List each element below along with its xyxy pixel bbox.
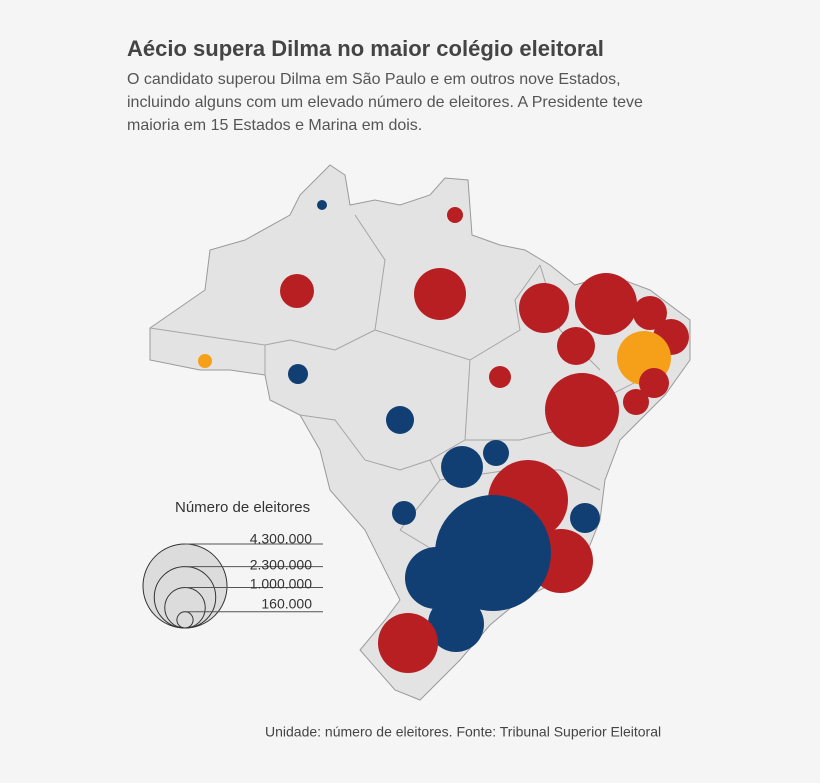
state-bubble xyxy=(441,446,483,488)
title: Aécio supera Dilma no maior colégio elei… xyxy=(127,36,604,61)
state-bubble xyxy=(377,612,439,674)
legend-title: Número de eleitores xyxy=(175,499,310,516)
legend-circle xyxy=(142,543,228,629)
state-bubble xyxy=(639,368,669,398)
state-bubble xyxy=(574,272,638,336)
source-note: Unidade: número de eleitores. Fonte: Tri… xyxy=(265,724,661,740)
state-bubble xyxy=(447,207,463,223)
state-bubble xyxy=(413,267,467,321)
state-bubble xyxy=(633,296,667,330)
legend-label: 2.300.000 xyxy=(250,557,312,573)
legend-label: 1.000.000 xyxy=(250,576,312,592)
state-bubble xyxy=(404,546,468,610)
subtitle-line: maioria em 15 Estados e Marina em dois. xyxy=(127,117,422,134)
state-bubble xyxy=(428,596,484,652)
state-bubble xyxy=(280,274,314,308)
subtitle-line: O candidato superou Dilma em São Paulo e… xyxy=(127,71,621,88)
state-bubble xyxy=(556,326,596,366)
subtitle-line: incluindo alguns com um elevado número d… xyxy=(127,94,643,111)
legend-label: 4.300.000 xyxy=(250,531,312,547)
state-bubble xyxy=(482,439,510,467)
state-bubble xyxy=(622,388,650,416)
state-bubble xyxy=(392,501,416,525)
legend-label: 160.000 xyxy=(261,596,312,612)
state-bubble xyxy=(488,365,512,389)
state-bubble xyxy=(545,373,619,447)
state-bubble xyxy=(570,503,600,533)
state-bubble xyxy=(385,405,415,435)
state-bubble xyxy=(316,199,328,211)
state-bubble xyxy=(198,354,212,368)
state-bubble xyxy=(287,363,309,385)
state-bubble xyxy=(518,282,570,334)
